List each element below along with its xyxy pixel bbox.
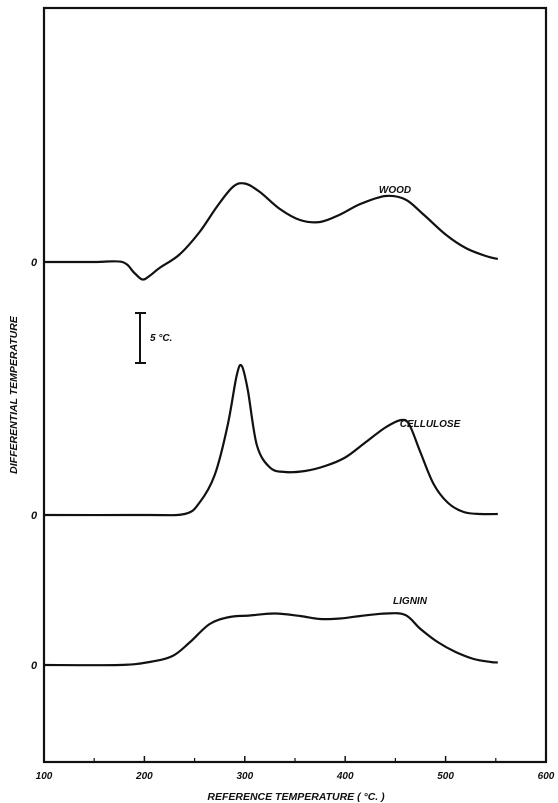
- plot-frame: [42, 6, 548, 764]
- series-line-lignin: [43, 612, 498, 667]
- zero-label-cellulose: 0: [31, 510, 38, 522]
- x-tick-label: 100: [36, 771, 53, 782]
- scale-bar: 5 °C.: [135, 312, 172, 364]
- series-label-lignin: LIGNIN: [393, 596, 428, 607]
- zero-label-lignin: 0: [31, 660, 38, 672]
- series-label-wood: WOOD: [379, 185, 411, 196]
- x-tick-label: 600: [538, 771, 555, 782]
- series-group: WOOD 0 CELLULOSE 0 LIGNIN 0: [31, 182, 499, 672]
- x-tick-label: 300: [236, 771, 253, 782]
- zero-label-wood: 0: [31, 257, 38, 269]
- x-tick-label: 400: [336, 771, 354, 782]
- x-tick-label: 200: [135, 771, 153, 782]
- series-line-wood: [44, 182, 499, 281]
- y-axis-label: DIFFERENTIAL TEMPERATURE: [8, 315, 20, 474]
- scale-bar-label: 5 °C.: [150, 333, 172, 344]
- x-tick-label: 500: [437, 771, 454, 782]
- series-label-cellulose: CELLULOSE: [400, 419, 461, 430]
- series-line-cellulose: [43, 363, 498, 517]
- x-ticks: 100 200 300 400 500 600: [36, 756, 555, 782]
- x-axis-label: REFERENCE TEMPERATURE ( °C. ): [207, 791, 385, 803]
